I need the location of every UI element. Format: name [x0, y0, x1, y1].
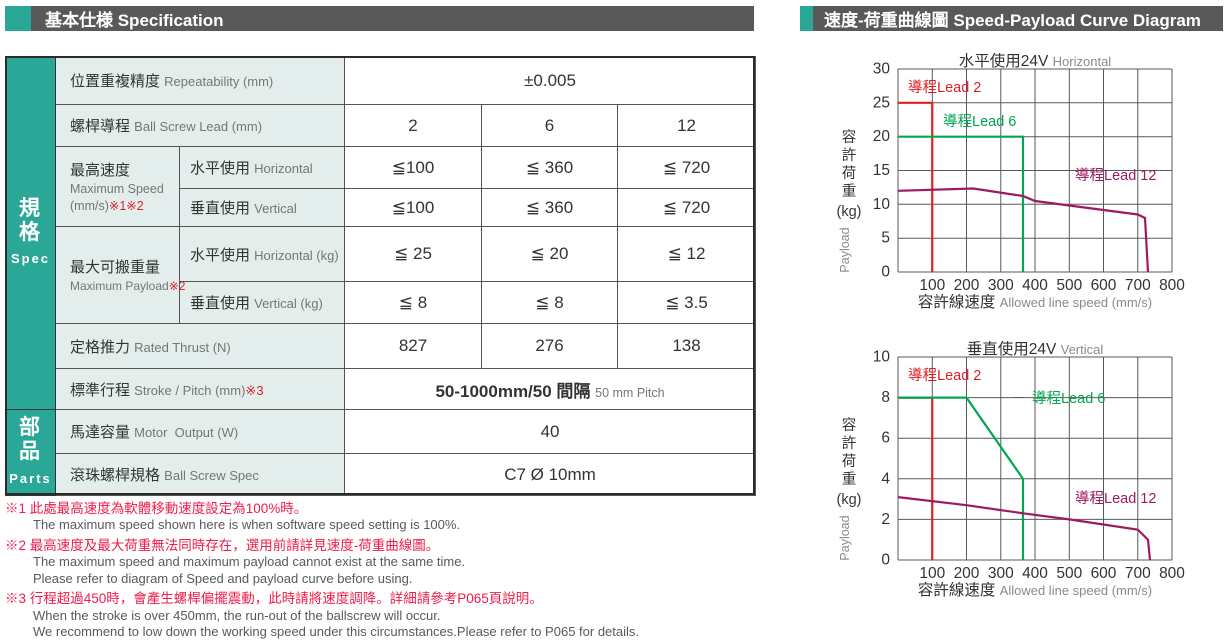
svg-text:容: 容: [842, 129, 857, 146]
svg-text:導程Lead 6: 導程Lead 6: [943, 113, 1016, 130]
svg-text:300: 300: [988, 565, 1014, 582]
svg-text:2: 2: [881, 511, 890, 528]
svg-text:導程Lead 6: 導程Lead 6: [1032, 390, 1105, 407]
svg-text:700: 700: [1125, 565, 1151, 582]
svg-text:－: －: [1012, 391, 1027, 407]
svg-text:700: 700: [1125, 277, 1151, 294]
svg-text:30: 30: [873, 61, 891, 78]
svg-text:重: 重: [842, 183, 857, 200]
svg-text:800: 800: [1159, 277, 1185, 294]
svg-text:4: 4: [881, 470, 890, 487]
svg-text:15: 15: [873, 162, 890, 179]
svg-text:600: 600: [1091, 565, 1117, 582]
svg-text:荷: 荷: [842, 165, 857, 182]
svg-text:垂直使用24V Vertical: 垂直使用24V Vertical: [967, 340, 1104, 358]
svg-text:8: 8: [881, 389, 890, 406]
svg-text:(kg): (kg): [837, 492, 862, 508]
svg-text:500: 500: [1056, 277, 1082, 294]
svg-text:25: 25: [873, 94, 890, 111]
svg-text:導程Lead 12: 導程Lead 12: [1075, 167, 1156, 184]
svg-text:導程Lead 2: 導程Lead 2: [908, 367, 981, 384]
svg-text:100: 100: [919, 565, 945, 582]
svg-text:0: 0: [881, 264, 890, 281]
svg-text:600: 600: [1091, 277, 1117, 294]
svg-text:200: 200: [954, 565, 980, 582]
svg-text:導程Lead 12: 導程Lead 12: [1075, 490, 1156, 507]
svg-text:導程Lead 2: 導程Lead 2: [908, 79, 981, 96]
svg-text:300: 300: [988, 277, 1014, 294]
svg-text:0: 0: [881, 552, 890, 569]
svg-text:800: 800: [1159, 565, 1185, 582]
svg-text:容許線速度 Allowed line speed (mm/s: 容許線速度 Allowed line speed (mm/s): [918, 581, 1152, 599]
svg-text:400: 400: [1022, 565, 1048, 582]
svg-text:10: 10: [873, 196, 891, 213]
svg-text:Payload: Payload: [838, 515, 852, 560]
svg-text:400: 400: [1022, 277, 1048, 294]
svg-text:500: 500: [1056, 565, 1082, 582]
svg-text:水平使用24V Horizontal: 水平使用24V Horizontal: [959, 52, 1112, 70]
svg-text:重: 重: [842, 471, 857, 488]
svg-text:20: 20: [873, 128, 891, 145]
svg-text:許: 許: [842, 435, 857, 452]
svg-text:許: 許: [842, 147, 857, 164]
svg-text:10: 10: [873, 349, 891, 366]
svg-text:Payload: Payload: [838, 227, 852, 272]
svg-text:100: 100: [919, 277, 945, 294]
svg-text:(kg): (kg): [837, 204, 862, 220]
svg-text:容許線速度 Allowed line speed (mm/s: 容許線速度 Allowed line speed (mm/s): [918, 293, 1152, 311]
svg-text:200: 200: [954, 277, 980, 294]
svg-text:6: 6: [881, 430, 890, 447]
svg-text:5: 5: [881, 230, 890, 247]
svg-text:荷: 荷: [842, 453, 857, 470]
svg-text:容: 容: [842, 417, 857, 434]
